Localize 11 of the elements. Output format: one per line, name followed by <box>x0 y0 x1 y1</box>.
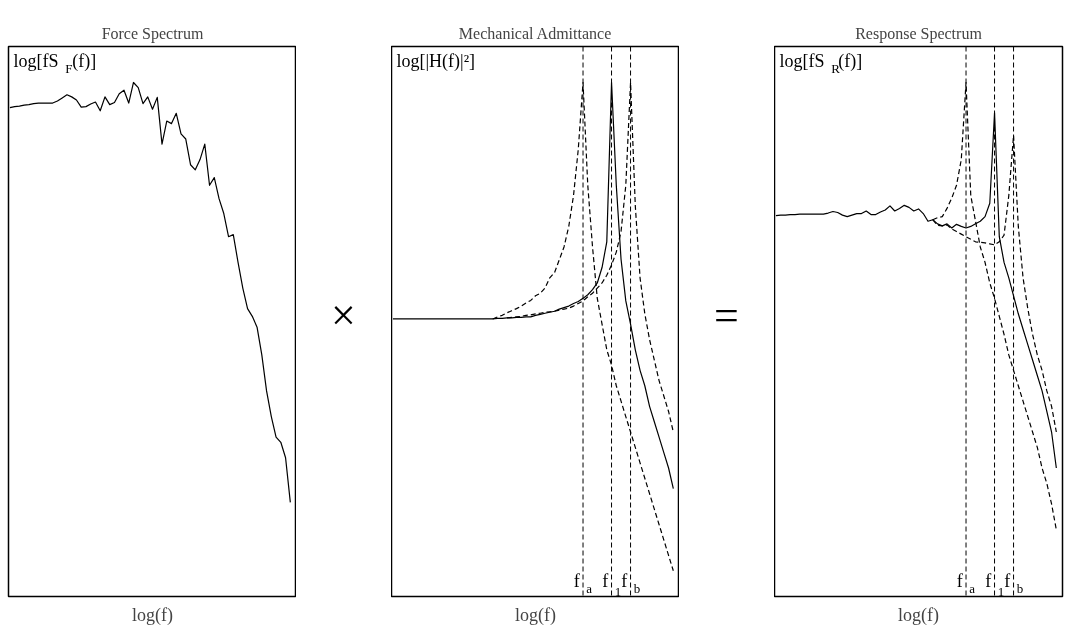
chart-title: Response Spectrum <box>855 24 983 43</box>
x-axis-title: log(f) <box>898 604 939 626</box>
x-axis-title: log(f) <box>515 604 556 626</box>
x-tick-label: f1 <box>985 570 1005 599</box>
y-axis-title: log[|H(f)|²] <box>396 50 476 72</box>
chart-title: Force Spectrum <box>101 24 204 43</box>
text: × <box>331 290 356 342</box>
x-axis-title: log(f) <box>132 604 173 626</box>
text: = <box>714 290 739 342</box>
x-tick-label: f1 <box>602 570 622 599</box>
chart-title: Mechanical Admittance <box>458 24 612 42</box>
